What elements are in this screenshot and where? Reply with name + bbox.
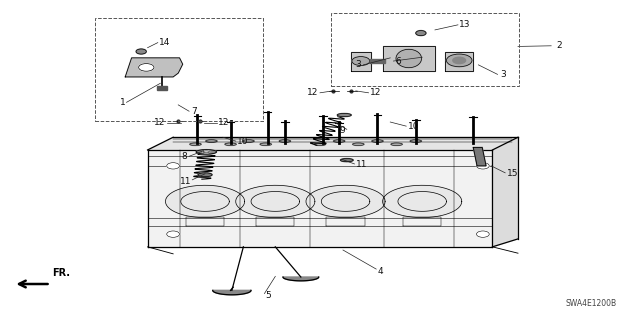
Text: 11: 11 (356, 160, 367, 169)
Circle shape (476, 231, 489, 237)
Text: 2: 2 (556, 41, 562, 50)
Ellipse shape (372, 140, 383, 142)
Circle shape (447, 54, 472, 67)
Circle shape (476, 163, 489, 169)
Text: 12: 12 (218, 118, 229, 127)
Circle shape (167, 231, 179, 237)
Ellipse shape (198, 173, 212, 177)
Polygon shape (166, 185, 244, 218)
Ellipse shape (196, 150, 216, 154)
Ellipse shape (203, 151, 209, 153)
Text: 8: 8 (181, 152, 187, 161)
Ellipse shape (225, 143, 236, 145)
Text: 3: 3 (500, 70, 506, 79)
Text: 10: 10 (237, 137, 248, 145)
Ellipse shape (189, 143, 201, 145)
Circle shape (416, 31, 426, 36)
Ellipse shape (337, 114, 351, 117)
Polygon shape (383, 46, 435, 71)
Ellipse shape (396, 49, 422, 68)
Polygon shape (351, 51, 371, 71)
Ellipse shape (205, 140, 217, 142)
Text: 1: 1 (120, 98, 125, 107)
Circle shape (139, 63, 154, 71)
Bar (95, 19, 262, 121)
Polygon shape (148, 137, 518, 150)
Circle shape (136, 49, 147, 54)
Polygon shape (157, 86, 167, 90)
Text: SWA4E1200B: SWA4E1200B (566, 299, 617, 308)
Text: 6: 6 (396, 56, 401, 65)
Ellipse shape (391, 143, 403, 145)
Polygon shape (283, 277, 319, 281)
Polygon shape (383, 185, 462, 218)
Text: 12: 12 (370, 88, 381, 97)
Ellipse shape (340, 159, 353, 162)
Text: 10: 10 (408, 122, 420, 131)
Polygon shape (306, 185, 385, 218)
Text: FR.: FR. (52, 268, 70, 278)
Polygon shape (370, 59, 385, 63)
Bar (332, 13, 519, 86)
Polygon shape (445, 51, 473, 71)
Text: 5: 5 (266, 291, 271, 300)
Ellipse shape (243, 140, 254, 142)
Ellipse shape (314, 143, 326, 145)
Polygon shape (212, 290, 251, 295)
Polygon shape (148, 150, 492, 247)
Ellipse shape (260, 143, 271, 145)
Text: 4: 4 (378, 267, 383, 276)
Text: 12: 12 (307, 88, 319, 97)
Text: 15: 15 (506, 169, 518, 178)
Ellipse shape (279, 140, 291, 142)
Ellipse shape (353, 143, 364, 145)
Ellipse shape (333, 140, 345, 142)
Ellipse shape (410, 140, 422, 142)
Text: 13: 13 (460, 20, 470, 29)
Polygon shape (236, 185, 315, 218)
Text: 11: 11 (179, 177, 191, 186)
Text: 14: 14 (159, 38, 170, 47)
Polygon shape (492, 137, 518, 247)
Text: 9: 9 (340, 126, 346, 135)
Polygon shape (473, 147, 486, 166)
Polygon shape (125, 58, 182, 77)
Text: 12: 12 (154, 118, 166, 127)
Text: 3: 3 (356, 60, 362, 69)
Text: 7: 7 (191, 107, 196, 116)
Circle shape (167, 163, 179, 169)
Circle shape (352, 56, 370, 65)
Circle shape (453, 57, 466, 63)
